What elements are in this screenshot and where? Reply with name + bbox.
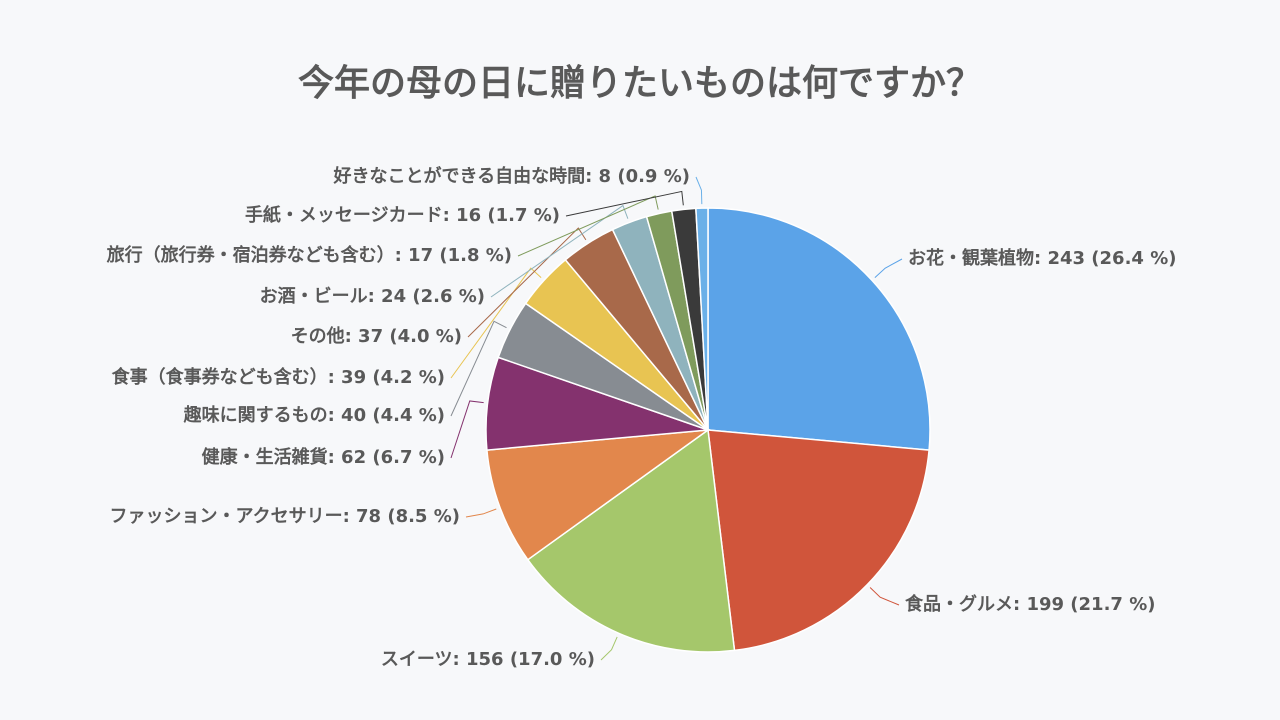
data-label: お花・観葉植物: 243 (26.4 %) (908, 247, 1176, 269)
leader-line (517, 195, 659, 257)
leader-line (465, 508, 497, 518)
data-label: ファッション・アクセサリー: 78 (8.5 %) (109, 506, 460, 527)
data-label: 旅行（旅行券・宿泊券なども含む）: 17 (1.8 %) (107, 244, 512, 266)
leader-line (600, 636, 618, 661)
data-label: 食品・グルメ: 199 (21.7 %) (904, 593, 1155, 615)
data-label: スイーツ: 156 (17.0 %) (381, 649, 595, 670)
chart-title: 今年の母の日に贈りたいものは何ですか？ (298, 63, 982, 104)
leader-line (450, 320, 507, 417)
pie-slice (707, 429, 930, 652)
leader-line (450, 267, 542, 379)
leader-line (874, 258, 903, 278)
pie-slice (707, 207, 931, 451)
data-label: お酒・ビール: 24 (2.6 %) (260, 285, 485, 307)
leader-line (450, 400, 484, 459)
pie-slice (486, 429, 711, 561)
leader-line (695, 176, 703, 205)
leader-line (565, 190, 684, 217)
data-label: 手紙・メッセージカード: 16 (1.7 %) (245, 204, 560, 226)
data-label: 好きなことができる自由な時間: 8 (0.9 %) (332, 165, 690, 187)
data-label: 食事（食事券なども含む）: 39 (4.2 %) (111, 366, 445, 388)
data-label: その他: 37 (4.0 %) (291, 325, 462, 347)
pie-slice (526, 428, 736, 653)
data-label: 健康・生活雑貨: 62 (6.7 %) (202, 446, 445, 468)
leader-line (490, 204, 629, 298)
pie-slice (695, 207, 709, 431)
data-label: 趣味に関するもの: 40 (4.4 %) (183, 405, 445, 426)
leader-line (869, 587, 900, 606)
leader-line (467, 227, 587, 338)
